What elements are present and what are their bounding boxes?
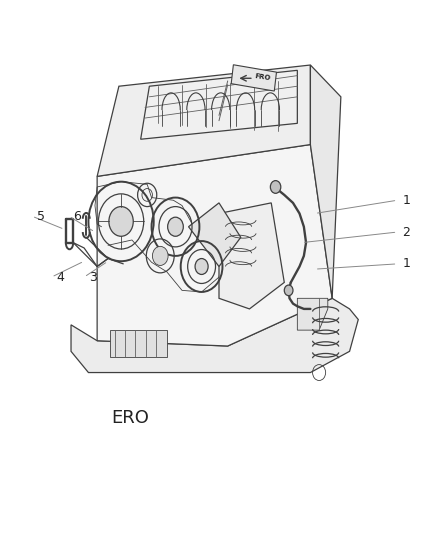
Polygon shape xyxy=(311,65,341,298)
Circle shape xyxy=(168,217,184,236)
Circle shape xyxy=(270,181,281,193)
Text: ERO: ERO xyxy=(111,409,149,426)
Circle shape xyxy=(109,207,133,236)
Polygon shape xyxy=(219,203,284,309)
Circle shape xyxy=(284,285,293,296)
Polygon shape xyxy=(141,70,297,139)
Polygon shape xyxy=(297,298,328,330)
Polygon shape xyxy=(97,65,311,176)
Text: 4: 4 xyxy=(56,271,64,284)
Text: 1: 1 xyxy=(402,257,410,270)
Polygon shape xyxy=(110,330,167,357)
Text: 3: 3 xyxy=(89,271,97,284)
Text: 5: 5 xyxy=(36,209,45,223)
Circle shape xyxy=(195,259,208,274)
Text: 1: 1 xyxy=(402,193,410,207)
Text: 2: 2 xyxy=(402,225,410,239)
Polygon shape xyxy=(231,65,276,91)
Circle shape xyxy=(152,246,168,265)
Polygon shape xyxy=(71,298,358,373)
Text: FRO: FRO xyxy=(254,73,271,82)
Text: 6: 6 xyxy=(74,209,81,223)
Polygon shape xyxy=(97,144,332,346)
Polygon shape xyxy=(188,203,241,266)
